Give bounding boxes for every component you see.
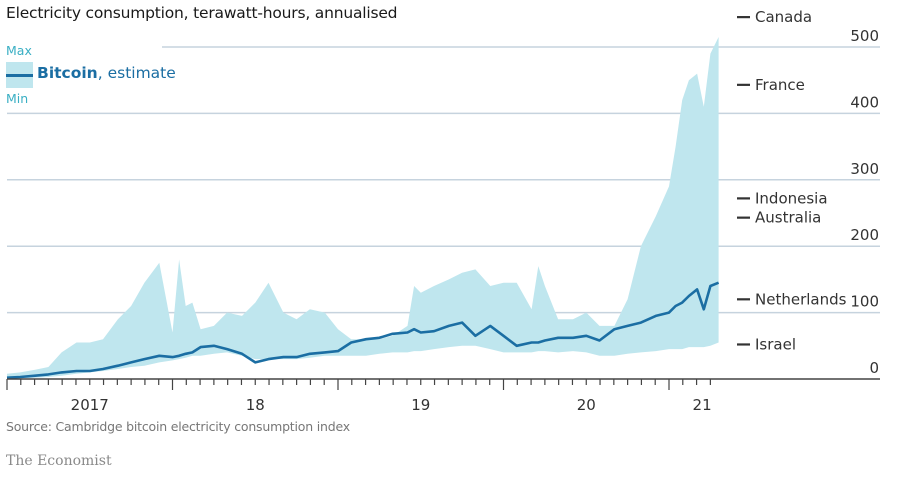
country-reference-labels: Canada France Indonesia Australia Netherland… <box>737 8 847 353</box>
y-tick-label-100: 100 <box>850 293 879 311</box>
y-tick-label-200: 200 <box>850 226 879 244</box>
country-marker-australia: Australia <box>737 209 821 227</box>
country-marker-israel: Israel <box>737 335 796 353</box>
x-axis <box>6 378 880 390</box>
bitcoin-estimate-line <box>6 281 720 379</box>
country-marker-france: France <box>737 76 805 94</box>
y-tick-label-300: 300 <box>850 160 879 178</box>
min-max-band <box>7 37 719 379</box>
brand-logo: The Economist <box>6 453 112 469</box>
x-tick-label: 20 <box>577 396 596 414</box>
country-label: Canada <box>755 8 812 26</box>
country-label: France <box>755 76 805 94</box>
x-tick-label: 19 <box>411 396 430 414</box>
country-label: Netherlands <box>755 290 847 308</box>
gridlines <box>7 46 880 314</box>
x-axis-labels: 2017 18 19 20 21 <box>71 396 712 414</box>
legend-series-label: Bitcoin, estimate <box>37 64 176 82</box>
country-marker-netherlands: Netherlands <box>737 290 847 308</box>
x-tick-label: 18 <box>246 396 265 414</box>
y-tick-label-500: 500 <box>850 27 879 45</box>
country-marker-indonesia: Indonesia <box>737 189 828 207</box>
chart-subtitle: Electricity consumption, terawatt-hours,… <box>6 4 398 22</box>
country-label: Indonesia <box>755 189 828 207</box>
legend-max-label: Max <box>6 43 32 58</box>
country-label: Australia <box>755 209 821 227</box>
source-note: Source: Cambridge bitcoin electricity co… <box>6 419 350 434</box>
legend-series-suffix: , estimate <box>97 64 176 82</box>
legend-line-swatch <box>6 74 33 77</box>
country-label: Israel <box>755 335 796 353</box>
y-axis-ticks: 0 100 200 300 400 500 <box>850 27 879 377</box>
y-tick-label-0: 0 <box>869 359 879 377</box>
legend-series-name: Bitcoin <box>37 64 98 82</box>
country-marker-canada: Canada <box>737 8 812 26</box>
legend-min-label: Min <box>6 91 29 106</box>
x-tick-label: 2017 <box>71 396 109 414</box>
y-tick-label-400: 400 <box>850 93 879 111</box>
x-tick-label: 21 <box>693 396 712 414</box>
